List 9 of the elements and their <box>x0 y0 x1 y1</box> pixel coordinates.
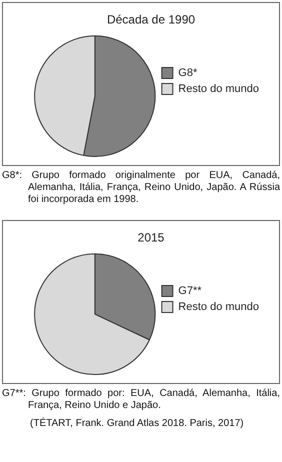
text: G8*: Grupo formado originalmente por EUA, Canadá, Alemanha, Itália, França, Reino Unido, Japão. A Rússia foi incorporada em 1998. <box>2 170 280 206</box>
text: G7**: Grupo formado por: EUA, Canadá, Alemanha, Itália, França, Reino Unido e Japão. <box>2 388 280 412</box>
legend-label: G8* <box>178 67 198 80</box>
chart-title: Década de 1990 <box>106 12 196 27</box>
text: (TÉTART, Frank. Grand Atlas 2018. Paris, 2017) <box>30 418 245 430</box>
chart-title: 2015 <box>138 230 165 245</box>
legend-label: Resto do mundo <box>178 83 259 96</box>
legend-label: G7** <box>178 285 202 298</box>
legend-label: Resto do mundo <box>178 301 259 314</box>
